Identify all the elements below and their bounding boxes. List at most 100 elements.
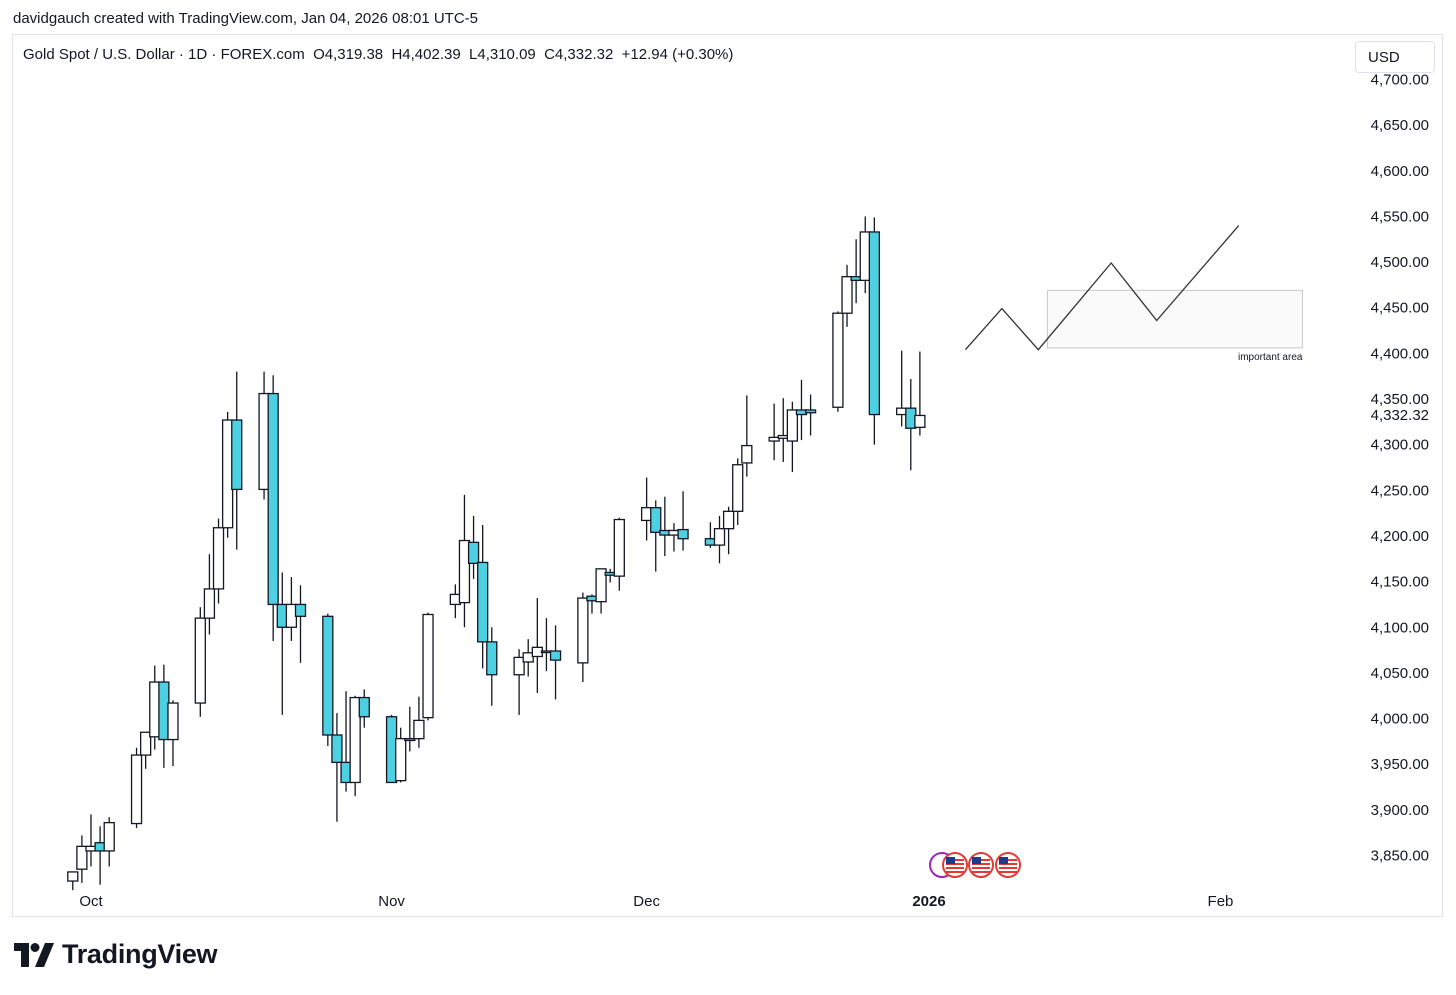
candle[interactable]	[458, 494, 471, 628]
candle[interactable]	[267, 375, 279, 641]
candle-body	[67, 871, 79, 882]
y-tick-label: 3,900.00	[1371, 802, 1429, 819]
y-tick-label: 4,350.00	[1371, 391, 1429, 408]
candle[interactable]	[804, 394, 817, 436]
candle-series[interactable]	[67, 216, 926, 891]
candle[interactable]	[167, 700, 179, 767]
symbol-legend: Gold Spot / U.S. Dollar · 1D · FOREX.com…	[23, 46, 734, 63]
candle[interactable]	[140, 731, 152, 769]
candle[interactable]	[549, 625, 562, 700]
y-tick-label: 4,250.00	[1371, 482, 1429, 499]
candle-body	[768, 436, 780, 442]
last-price-label: 4,332.32	[1371, 407, 1429, 424]
flag-canton	[946, 857, 955, 864]
candle[interactable]	[404, 706, 416, 752]
candle-body	[349, 696, 361, 784]
candle[interactable]	[422, 612, 434, 721]
candle[interactable]	[76, 835, 88, 883]
candle[interactable]	[540, 618, 553, 672]
us-flag-icon[interactable]	[968, 852, 994, 878]
candle[interactable]	[413, 696, 425, 748]
price-axis[interactable]: 3,850.00 3,900.00 3,950.00 4,000.00 4,050.00…	[1371, 72, 1429, 865]
candle[interactable]	[522, 639, 534, 677]
candle-body	[322, 615, 334, 736]
candle[interactable]	[832, 311, 844, 412]
candle[interactable]	[513, 649, 525, 715]
candle-body	[467, 541, 480, 565]
candle[interactable]	[741, 395, 753, 477]
candle[interactable]	[486, 627, 498, 706]
flag-stripe	[972, 871, 990, 873]
candle[interactable]	[722, 506, 735, 555]
candle[interactable]	[194, 607, 206, 717]
flag-stripe	[946, 867, 964, 869]
candle-body	[613, 518, 625, 577]
candle[interactable]	[203, 554, 216, 635]
candle-body	[294, 603, 307, 617]
candle-body	[577, 597, 589, 664]
y-tick-label: 4,650.00	[1371, 117, 1429, 134]
x-tick-label: Dec	[633, 893, 660, 910]
candle[interactable]	[467, 515, 480, 579]
candle[interactable]	[677, 491, 689, 551]
candle[interactable]	[331, 713, 343, 822]
candle-body	[722, 510, 735, 530]
y-tick-label: 4,400.00	[1371, 345, 1429, 362]
currency-button[interactable]: USD	[1355, 41, 1435, 73]
candle[interactable]	[130, 747, 143, 829]
chart-panel[interactable]	[12, 34, 1443, 917]
candle[interactable]	[613, 517, 625, 591]
candle[interactable]	[868, 217, 880, 445]
candle[interactable]	[349, 695, 361, 797]
candle[interactable]	[713, 515, 726, 564]
candle[interactable]	[395, 727, 407, 783]
candle-body	[140, 731, 152, 756]
candle[interactable]	[914, 351, 926, 436]
candle[interactable]	[841, 264, 853, 327]
candle-body	[841, 276, 853, 314]
y-tick-label: 4,200.00	[1371, 528, 1429, 545]
candle-body	[477, 561, 489, 643]
candle[interactable]	[595, 568, 607, 614]
time-axis[interactable]: Oct Nov Dec 2026 Feb	[79, 893, 1233, 910]
candle[interactable]	[786, 401, 799, 473]
candle-body	[194, 617, 206, 704]
candle[interactable]	[577, 592, 589, 683]
candle-body	[549, 650, 562, 661]
candle[interactable]	[358, 689, 370, 728]
candle-body	[76, 845, 88, 870]
candle[interactable]	[294, 585, 307, 663]
candle[interactable]	[212, 518, 225, 604]
projection-path[interactable]	[964, 225, 1240, 351]
candle-body	[868, 231, 880, 416]
candle-body	[914, 414, 926, 428]
y-tick-label: 4,600.00	[1371, 163, 1429, 180]
candle[interactable]	[322, 613, 334, 746]
candle-body	[404, 737, 416, 742]
candle-body	[732, 464, 744, 512]
events-row[interactable]	[929, 852, 1021, 878]
drawings-layer[interactable]: important area	[964, 225, 1303, 363]
candle-body	[522, 652, 534, 663]
candle[interactable]	[231, 371, 243, 550]
candle[interactable]	[650, 500, 662, 572]
candle[interactable]	[67, 871, 79, 891]
candle-body	[231, 419, 243, 491]
flag-stripe	[999, 871, 1017, 873]
candle-body	[130, 754, 143, 825]
flag-canton	[999, 857, 1008, 864]
candle-body	[650, 507, 662, 533]
y-tick-label: 3,850.00	[1371, 848, 1429, 865]
candle[interactable]	[103, 817, 115, 867]
candle[interactable]	[477, 525, 489, 669]
flag-canton	[972, 857, 981, 864]
candle-body	[804, 409, 817, 414]
candle[interactable]	[768, 403, 780, 461]
tradingview-logo-icon	[14, 942, 54, 967]
us-flag-icon[interactable]	[995, 852, 1021, 878]
us-flag-icon[interactable]	[942, 852, 968, 878]
candle-body	[358, 696, 370, 718]
candle[interactable]	[732, 458, 744, 526]
candle[interactable]	[531, 598, 543, 693]
